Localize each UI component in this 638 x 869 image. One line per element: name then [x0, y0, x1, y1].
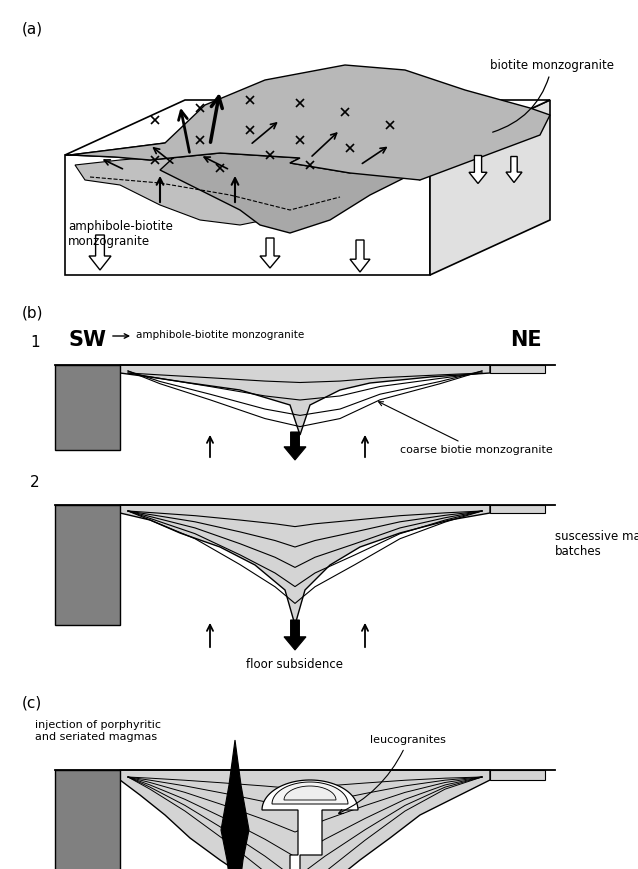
Text: injection of porphyritic
and seriated magmas: injection of porphyritic and seriated ma…: [35, 720, 161, 741]
Polygon shape: [490, 770, 545, 780]
Text: SW: SW: [68, 330, 106, 350]
Text: leucogranites: leucogranites: [339, 735, 446, 813]
Polygon shape: [284, 620, 306, 650]
Bar: [55, 770, 120, 869]
Text: (b): (b): [22, 305, 43, 320]
Text: biotite monzogranite: biotite monzogranite: [490, 58, 614, 132]
Text: floor subsidence: floor subsidence: [246, 658, 343, 671]
Polygon shape: [120, 365, 490, 435]
Polygon shape: [70, 143, 420, 233]
Text: NE: NE: [510, 330, 542, 350]
Polygon shape: [75, 155, 320, 225]
Text: coarse biotie monzogranite: coarse biotie monzogranite: [378, 401, 553, 455]
Polygon shape: [221, 740, 249, 869]
Polygon shape: [430, 100, 550, 275]
Polygon shape: [506, 156, 522, 182]
Polygon shape: [284, 786, 336, 800]
Polygon shape: [469, 156, 487, 183]
Polygon shape: [350, 240, 370, 272]
Polygon shape: [262, 780, 358, 869]
Polygon shape: [120, 770, 490, 869]
Bar: [55, 365, 120, 450]
Polygon shape: [490, 505, 545, 513]
Text: (c): (c): [22, 695, 42, 710]
Text: amphibole-biotite
monzogranite: amphibole-biotite monzogranite: [68, 220, 173, 248]
Polygon shape: [65, 100, 550, 155]
Polygon shape: [490, 365, 545, 373]
Text: suscessive magma
batches: suscessive magma batches: [555, 530, 638, 558]
Text: 2: 2: [30, 475, 40, 490]
Text: (a): (a): [22, 22, 43, 37]
Polygon shape: [272, 782, 348, 804]
Text: 1: 1: [30, 335, 40, 350]
Polygon shape: [70, 65, 550, 180]
Polygon shape: [65, 155, 430, 275]
Bar: [55, 505, 120, 625]
Polygon shape: [284, 432, 306, 460]
Polygon shape: [260, 238, 280, 268]
Polygon shape: [89, 235, 111, 270]
Text: amphibole-biotite monzogranite: amphibole-biotite monzogranite: [136, 330, 304, 340]
Polygon shape: [120, 505, 490, 625]
